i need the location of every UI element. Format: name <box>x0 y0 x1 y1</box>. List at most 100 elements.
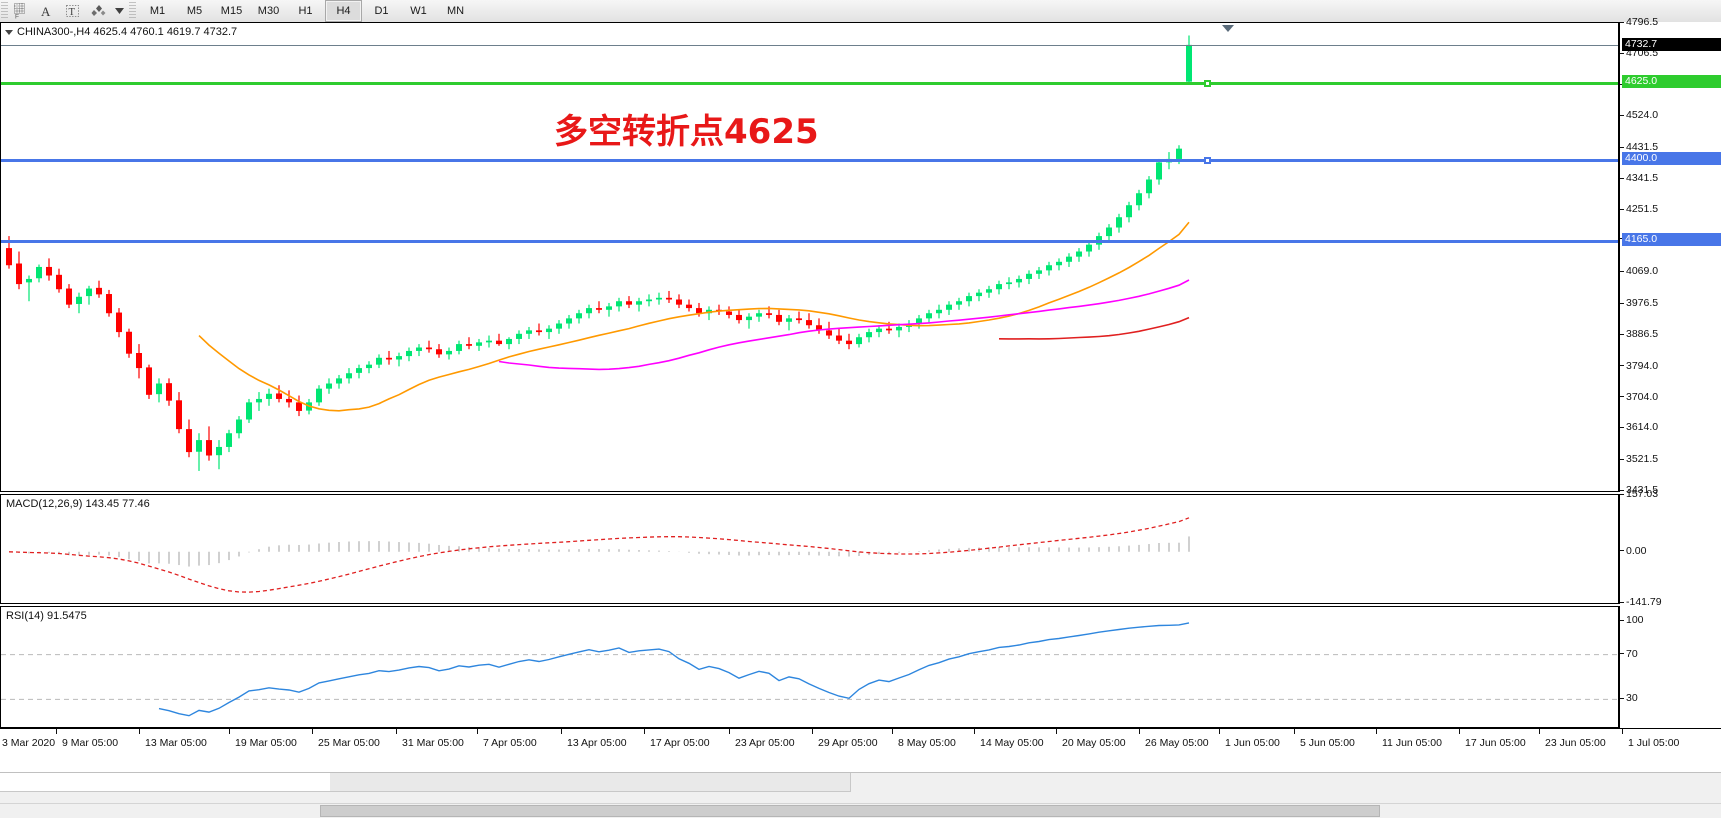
price-panel[interactable]: CHINA300-,H4 4625.4 4760.1 4619.7 4732.7… <box>0 22 1619 492</box>
horizontal-level-line[interactable] <box>1 44 1618 46</box>
price-tick: 4251.5 <box>1620 204 1658 214</box>
macd-tick: 157.03 <box>1620 489 1658 499</box>
text-box-icon[interactable]: T <box>60 1 86 21</box>
time-axis-label: 19 Mar 05:00 <box>235 737 297 749</box>
price-tick: 4796.5 <box>1620 17 1658 27</box>
chart-tab-active[interactable] <box>0 773 331 792</box>
macd-plot-layer <box>8 517 1190 593</box>
rsi-tick: 100 <box>1620 615 1644 625</box>
time-axis-tick <box>1139 729 1140 734</box>
time-axis-label: 13 Apr 05:00 <box>567 737 627 749</box>
timeframe-h4[interactable]: H4 <box>325 0 362 22</box>
svg-text:T: T <box>69 7 76 18</box>
horizontal-level-line[interactable] <box>1 81 1618 85</box>
time-axis-label: 23 Jun 05:00 <box>1545 737 1606 749</box>
rsi-panel[interactable]: RSI(14) 91.5475 <box>0 606 1619 728</box>
level-handle-4400[interactable] <box>1204 156 1211 164</box>
macd-tick: 0.00 <box>1620 546 1646 556</box>
timeframe-w1[interactable]: W1 <box>410 5 427 17</box>
rsi-plot-layer <box>1 622 1618 717</box>
time-axis-tick <box>1056 729 1057 734</box>
time-axis-label: 8 May 05:00 <box>898 737 956 749</box>
price-tick: 3431.5 <box>1620 485 1658 495</box>
symbol-header: CHINA300-,H4 4625.4 4760.1 4619.7 4732.7 <box>5 26 237 38</box>
timeframe-h1[interactable]: H1 <box>298 5 313 17</box>
main-toolbar: F A T M1 M5 M15 M30 <box>0 0 1721 23</box>
time-axis-tick <box>1294 729 1295 734</box>
price-tag[interactable]: 4400.0 <box>1622 151 1721 165</box>
time-axis-tick <box>644 729 645 734</box>
horizontal-level-line[interactable] <box>1 239 1618 243</box>
timeframe-m15[interactable]: M15 <box>220 5 243 17</box>
time-axis-label: 17 Apr 05:00 <box>650 737 710 749</box>
time-axis-tick <box>139 729 140 734</box>
price-candles-layer <box>6 25 1234 471</box>
collapse-caret-icon[interactable] <box>5 29 13 35</box>
price-tick: 4431.5 <box>1620 142 1658 153</box>
price-tag[interactable]: 4625.0 <box>1622 74 1721 88</box>
text-label-icon[interactable]: A <box>34 1 60 21</box>
price-tick: 3614.0 <box>1620 422 1658 433</box>
price-tag[interactable]: 4165.0 <box>1622 232 1721 246</box>
ma-magenta-line <box>498 279 1190 371</box>
macd-histogram <box>18 536 1190 567</box>
timeframe-d1[interactable]: D1 <box>374 5 389 17</box>
timeframe-m5[interactable]: M5 <box>186 5 203 17</box>
time-axis-label: 31 Mar 05:00 <box>402 737 464 749</box>
svg-text:A: A <box>41 4 51 18</box>
price-tick: 3886.5 <box>1620 329 1658 339</box>
time-axis-tick <box>1459 729 1460 734</box>
time-axis-tick <box>312 729 313 734</box>
macd-label: MACD(12,26,9) 143.45 77.46 <box>6 498 150 510</box>
time-axis-label: 7 Apr 05:00 <box>483 737 537 749</box>
time-axis-label: 5 Jun 05:00 <box>1300 737 1355 749</box>
dropdown-arrow-icon[interactable] <box>112 1 126 21</box>
rsi-label: RSI(14) 91.5475 <box>6 610 87 622</box>
price-axis[interactable]: 4796.54706.54614.04524.04431.54341.54251… <box>1619 17 1721 495</box>
price-tick: 3794.0 <box>1620 361 1658 371</box>
macd-axis: 157.03 0.00 -141.79 <box>1619 489 1721 607</box>
rsi-line <box>158 622 1190 717</box>
time-axis-label: 1 Jun 05:00 <box>1225 737 1280 749</box>
time-axis-label: 23 Apr 05:00 <box>735 737 795 749</box>
macd-panel[interactable]: MACD(12,26,9) 143.45 77.46 <box>0 494 1619 604</box>
horizontal-scrollbar[interactable] <box>0 803 1721 818</box>
time-axis-label: 25 Mar 05:00 <box>318 737 380 749</box>
time-axis[interactable]: 3 Mar 2020 9 Mar 05:00 13 Mar 05:00 19 Mar … <box>0 728 1721 772</box>
ma-orange-line <box>198 221 1190 412</box>
ma-red-line <box>998 316 1190 340</box>
price-tag[interactable]: 4732.7 <box>1622 37 1721 51</box>
crosshair-f-icon[interactable]: F <box>8 1 34 21</box>
price-tick: 3521.5 <box>1620 454 1658 465</box>
status-bar <box>0 772 1721 818</box>
price-tick: 4341.5 <box>1620 173 1658 183</box>
macd-signal-line <box>8 517 1190 593</box>
time-axis-tick <box>229 729 230 734</box>
toolbar-grip[interactable] <box>1 2 8 20</box>
timeframe-m1[interactable]: M1 <box>149 5 166 17</box>
time-axis-label: 14 May 05:00 <box>980 737 1044 749</box>
time-axis-label: 3 Mar 2020 <box>2 737 56 749</box>
svg-text:F: F <box>15 14 19 20</box>
time-axis-tick <box>892 729 893 734</box>
scrollbar-thumb[interactable] <box>320 805 1380 817</box>
time-axis-tick <box>561 729 562 734</box>
level-handle-4625[interactable] <box>1204 79 1211 87</box>
time-axis-label: 17 Jun 05:00 <box>1465 737 1526 749</box>
price-tick: 4069.0 <box>1620 266 1658 277</box>
time-axis-label: 9 Mar 05:00 <box>62 737 119 749</box>
chart-tab-secondary[interactable] <box>330 773 851 792</box>
macd-tick: -141.79 <box>1620 597 1662 607</box>
chart-area: CHINA300-,H4 4625.4 4760.1 4619.7 4732.7… <box>0 17 1721 818</box>
objects-icon[interactable] <box>86 1 112 21</box>
time-axis-tick <box>812 729 813 734</box>
timeframe-m30[interactable]: M30 <box>257 5 280 17</box>
rsi-tick: 30 <box>1620 693 1638 704</box>
horizontal-level-line[interactable] <box>1 158 1618 162</box>
time-axis-label: 1 Jul 05:00 <box>1628 737 1680 749</box>
time-axis-label: 20 May 05:00 <box>1062 737 1126 749</box>
time-axis-tick <box>1622 729 1623 734</box>
timeframe-mn[interactable]: MN <box>446 5 465 17</box>
annotation-text: 多空转折点4625 <box>554 112 819 153</box>
